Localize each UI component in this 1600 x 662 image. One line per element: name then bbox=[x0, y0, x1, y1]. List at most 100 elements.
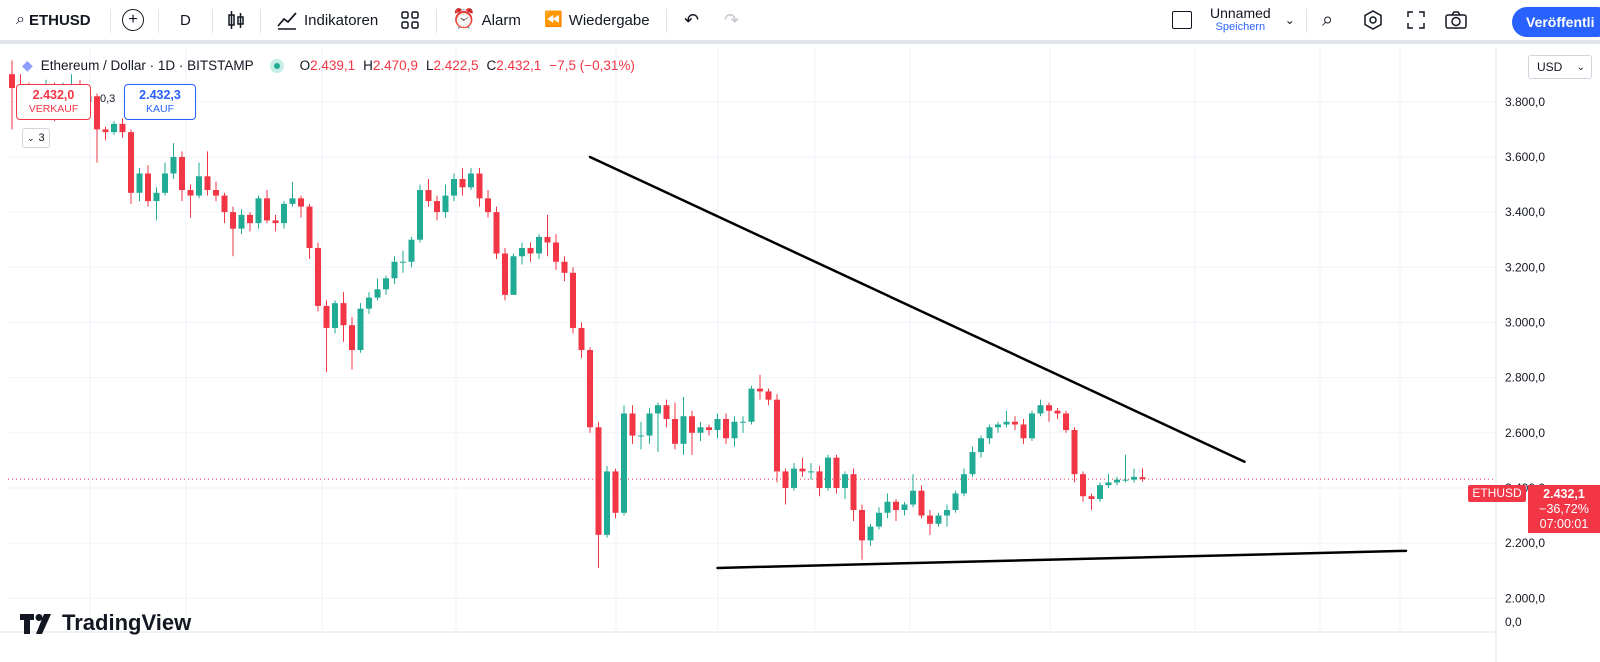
candle-body bbox=[340, 303, 347, 326]
candle-body bbox=[94, 96, 100, 130]
candle-body bbox=[995, 424, 1001, 428]
candle-body bbox=[689, 416, 695, 433]
chevron-down-icon: ⌄ bbox=[1576, 61, 1585, 73]
alarm-button[interactable]: ⏰ Alarm bbox=[452, 0, 521, 40]
fullscreen-button[interactable] bbox=[1406, 0, 1426, 40]
candle-body bbox=[128, 132, 134, 193]
candle-body bbox=[757, 388, 763, 392]
currency-select[interactable]: USD ⌄ bbox=[1528, 55, 1592, 79]
bar-countdown: 07:00:01 bbox=[1539, 517, 1589, 531]
undo-button[interactable]: ↶ bbox=[684, 0, 699, 40]
candle bbox=[1114, 476, 1120, 486]
candle-body bbox=[417, 190, 423, 240]
candle-body bbox=[187, 190, 194, 196]
settings-button[interactable] bbox=[1362, 0, 1384, 40]
layout-button[interactable]: Unnamed Speichern ⌄ bbox=[1172, 0, 1295, 40]
candle-body bbox=[816, 471, 823, 488]
redo-button[interactable]: ↷ bbox=[724, 0, 739, 40]
y-tick-label: 3.600,0 bbox=[1505, 150, 1545, 164]
candle bbox=[791, 463, 797, 491]
price-axis: 3.800,0 3.600,0 3.400,0 3.200,0 3.000,0 2.800… bbox=[1505, 95, 1545, 629]
volume-tick-label: 0,0 bbox=[1505, 615, 1522, 629]
price-chart[interactable]: 3.800,0 3.600,0 3.400,0 3.200,0 3.000,0 2.800… bbox=[0, 44, 1600, 662]
candle-body bbox=[230, 212, 236, 229]
candle bbox=[859, 504, 865, 560]
sell-button[interactable]: 2.432,0 VERKAUF bbox=[16, 84, 91, 120]
candle-body bbox=[850, 474, 857, 511]
buy-button[interactable]: 2.432,3 KAUF bbox=[124, 84, 196, 120]
layout-square-icon bbox=[1172, 11, 1192, 29]
candle-body bbox=[170, 156, 177, 174]
candle bbox=[646, 407, 653, 444]
candle bbox=[740, 416, 746, 433]
candle bbox=[111, 121, 117, 135]
indicator-toggle[interactable]: ⌄ 3 bbox=[22, 128, 50, 148]
candle bbox=[978, 435, 984, 458]
candle bbox=[289, 181, 296, 207]
candle-body bbox=[782, 471, 789, 488]
candle-body bbox=[408, 239, 415, 262]
candle bbox=[391, 256, 398, 284]
candle-body bbox=[519, 247, 525, 257]
chart-type-button[interactable] bbox=[226, 0, 246, 40]
candle-body bbox=[289, 198, 296, 204]
y-tick-label: 2.200,0 bbox=[1505, 536, 1545, 550]
indicators-button[interactable]: Indikatoren bbox=[276, 0, 378, 40]
trendline-upper[interactable] bbox=[588, 155, 1246, 463]
publish-button[interactable]: Veröffentli bbox=[1512, 7, 1600, 37]
sell-price: 2.432,0 bbox=[32, 88, 75, 102]
templates-button[interactable] bbox=[400, 0, 420, 40]
indicators-icon bbox=[277, 12, 297, 30]
chevron-down-icon: ⌄ bbox=[27, 132, 35, 143]
toolbar-divider bbox=[1306, 9, 1307, 33]
redo-icon: ↷ bbox=[724, 10, 740, 30]
candle bbox=[553, 234, 559, 271]
candle bbox=[9, 60, 15, 130]
rewind-icon: ⏪ bbox=[544, 11, 563, 28]
undo-icon: ↶ bbox=[684, 10, 700, 30]
candle-body bbox=[119, 123, 126, 133]
candle bbox=[136, 167, 143, 202]
candle bbox=[842, 471, 848, 499]
candle bbox=[833, 454, 840, 494]
publish-label: Veröffentli bbox=[1526, 14, 1595, 30]
magnifier-icon: ⌕ bbox=[1322, 9, 1334, 31]
symbol-search-button[interactable]: ⌕ ETHUSD bbox=[16, 0, 91, 40]
candle-body bbox=[485, 198, 491, 213]
candle-body bbox=[901, 504, 908, 511]
snapshot-button[interactable] bbox=[1444, 0, 1468, 40]
candle-body bbox=[536, 236, 542, 254]
candle bbox=[502, 247, 508, 301]
candle-body bbox=[867, 526, 874, 541]
candle-body bbox=[910, 490, 916, 505]
candle-body bbox=[323, 305, 330, 328]
settings-hex-icon bbox=[1364, 10, 1382, 30]
legend-o-label: O bbox=[299, 58, 311, 73]
replay-button[interactable]: ⏪ Wiedergabe bbox=[544, 0, 650, 40]
candle bbox=[782, 468, 789, 505]
candle bbox=[1037, 399, 1044, 417]
candle bbox=[255, 195, 262, 229]
alarm-label: Alarm bbox=[481, 11, 521, 29]
legend-title[interactable]: Ethereum / Dollar · 1D · BITSTAMP bbox=[40, 58, 254, 73]
legend-h-label: H bbox=[363, 58, 373, 73]
candle-body bbox=[510, 256, 517, 295]
candle-body bbox=[859, 510, 865, 541]
last-price-symbol-tag: ETHUSD bbox=[1468, 485, 1526, 502]
candle-body bbox=[1054, 410, 1061, 414]
interval-button[interactable]: D bbox=[180, 0, 191, 40]
candle bbox=[119, 118, 126, 138]
toolbar-divider bbox=[212, 9, 213, 33]
indicator-count: 3 bbox=[38, 132, 45, 144]
trendline-lower[interactable] bbox=[716, 549, 1408, 570]
quick-search-button[interactable]: ⌕ bbox=[1322, 0, 1333, 40]
candle-body bbox=[655, 405, 661, 414]
candle bbox=[417, 184, 423, 243]
tradingview-logo[interactable]: TradingView bbox=[20, 610, 191, 636]
candle bbox=[425, 179, 432, 207]
compare-button[interactable]: + bbox=[122, 0, 144, 40]
trendlines-layer bbox=[588, 155, 1408, 570]
candle bbox=[1046, 402, 1052, 422]
candle-body bbox=[1097, 485, 1103, 499]
candle-body bbox=[162, 173, 168, 193]
